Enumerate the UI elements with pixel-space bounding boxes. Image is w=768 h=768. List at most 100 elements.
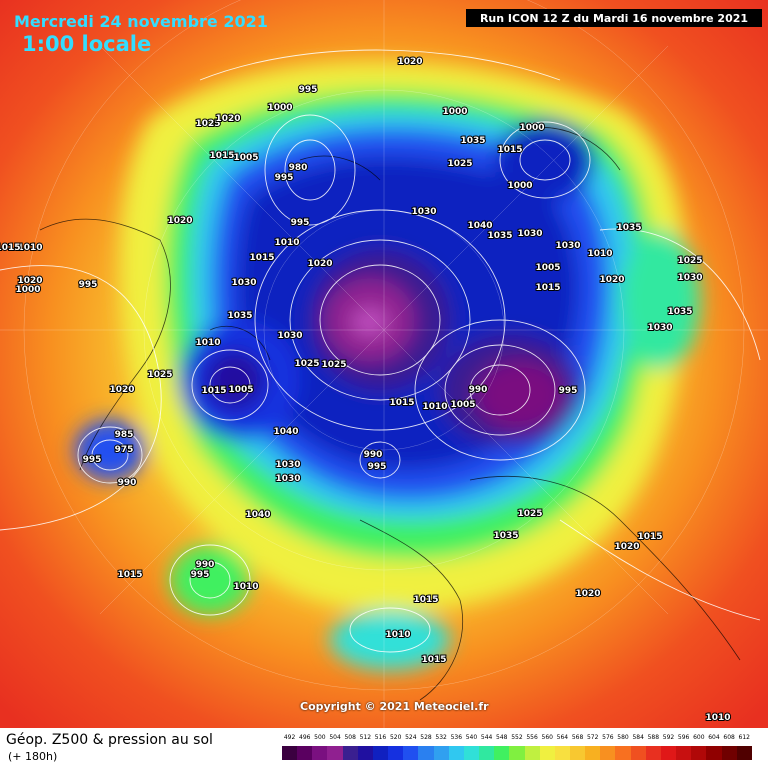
scale-swatch	[509, 746, 525, 760]
legend-subtitle: (+ 180h)	[8, 750, 58, 763]
pressure-value-label: 975	[115, 445, 134, 455]
pressure-value-label: 1025	[294, 359, 319, 369]
scale-label: 532	[435, 734, 447, 741]
pressure-value-label: 1025	[147, 370, 172, 380]
scale-label: 580	[617, 734, 629, 741]
scale-swatch	[327, 746, 343, 760]
pressure-value-label: 1010	[705, 713, 730, 723]
scale-swatch	[736, 746, 752, 760]
pressure-value-label: 1025	[321, 360, 346, 370]
pressure-value-label: 1000	[15, 285, 40, 295]
scale-label: 520	[389, 734, 402, 741]
scale-swatch	[691, 746, 707, 760]
scale-swatch	[448, 746, 464, 760]
scale-swatch	[676, 746, 692, 760]
scale-label: 596	[677, 734, 690, 741]
pressure-value-label: 995	[291, 218, 310, 228]
pressure-value-label: 995	[79, 280, 98, 290]
pressure-value-label: 1020	[575, 589, 600, 599]
pressure-value-label: 1015	[637, 532, 662, 542]
pressure-value-label: 990	[469, 385, 488, 395]
scale-swatch	[372, 746, 389, 760]
scale-swatch	[342, 746, 358, 760]
scale-swatch	[630, 746, 646, 760]
scale-swatch	[554, 746, 570, 760]
scale-swatch	[721, 746, 737, 760]
pressure-value-label: 1025	[517, 509, 542, 519]
scale-swatch	[357, 746, 373, 760]
copyright-text: Copyright © 2021 Meteociel.fr	[300, 700, 489, 713]
pressure-value-label: 1015	[201, 386, 226, 396]
scale-label: 560	[541, 734, 553, 741]
scale-label: 592	[662, 734, 675, 741]
scale-swatch	[539, 746, 555, 760]
pressure-value-label: 995	[559, 386, 578, 396]
scale-swatch	[524, 746, 540, 760]
pressure-value-label: 1015	[497, 145, 522, 155]
scale-swatch	[479, 746, 495, 760]
scale-label: 540	[465, 734, 478, 741]
color-scale-labels: 492 496 500 504 508 512 516 520 524 528 532 536 540 5…	[282, 734, 752, 744]
pressure-value-label: 1030	[231, 278, 256, 288]
pressure-value-label: 1035	[616, 223, 641, 233]
pressure-value-label: 1015	[535, 283, 560, 293]
pressure-value-label: 1000	[507, 181, 532, 191]
legend-title: Géop. Z500 & pression au sol	[6, 732, 213, 748]
scale-swatch	[403, 746, 419, 760]
scale-label: 536	[450, 734, 463, 741]
pressure-value-label: 1015	[249, 253, 274, 263]
pressure-value-label: 1040	[467, 221, 492, 231]
graticule	[0, 0, 768, 728]
isobars	[0, 49, 761, 653]
pressure-value-label: 980	[289, 163, 308, 173]
scale-label: 584	[632, 734, 644, 741]
pressure-value-label: 1010	[17, 243, 42, 253]
scale-swatch	[418, 746, 434, 760]
scale-swatch	[600, 746, 616, 760]
pressure-value-label: 1020	[215, 114, 240, 124]
pressure-value-label: 1015	[389, 398, 414, 408]
scale-label: 508	[344, 734, 356, 741]
forecast-time: 1:00 locale	[22, 32, 152, 56]
pressure-value-label: 990	[196, 560, 215, 570]
pressure-value-label: 1010	[587, 249, 612, 259]
pressure-value-label: 1000	[519, 123, 544, 133]
pressure-value-label: 1015	[0, 243, 21, 253]
pressure-value-label: 1000	[442, 107, 467, 117]
pressure-value-label: 1010	[274, 238, 299, 248]
scale-label: 600	[693, 734, 705, 741]
pressure-value-label: 1015	[117, 570, 142, 580]
scale-label: 588	[647, 734, 660, 741]
pressure-value-label: 1015	[413, 595, 438, 605]
pressure-value-label: 1040	[273, 427, 298, 437]
scale-label: 576	[602, 734, 614, 741]
scale-swatch	[615, 746, 631, 760]
pressure-value-label: 1020	[167, 216, 192, 226]
pressure-value-label: 995	[275, 173, 294, 183]
pressure-value-label: 1020	[599, 275, 624, 285]
pressure-value-label: 1025	[195, 119, 220, 129]
pressure-value-label: 1030	[677, 273, 702, 283]
scale-label: 504	[329, 734, 341, 741]
scale-swatch	[463, 746, 480, 760]
scale-label: 516	[374, 734, 387, 741]
pressure-value-label: 1025	[447, 159, 472, 169]
scale-label: 552	[511, 734, 523, 741]
scale-label: 568	[571, 734, 584, 741]
scale-label: 500	[314, 734, 326, 741]
scale-label: 524	[405, 734, 417, 741]
pressure-value-label: 1020	[307, 259, 332, 269]
pressure-value-label: 985	[115, 430, 134, 440]
pressure-value-label: 1005	[233, 153, 258, 163]
pressure-value-label: 1030	[517, 229, 542, 239]
scale-swatch	[297, 746, 313, 760]
pressure-value-label: 990	[118, 478, 137, 488]
pressure-value-label: 1005	[535, 263, 560, 273]
pressure-value-label: 1010	[422, 402, 447, 412]
scale-swatch	[645, 746, 661, 760]
pressure-value-label: 1010	[195, 338, 220, 348]
scale-label: 528	[420, 734, 432, 741]
pressure-value-label: 1030	[555, 241, 580, 251]
pressure-value-label: 1015	[209, 151, 234, 161]
